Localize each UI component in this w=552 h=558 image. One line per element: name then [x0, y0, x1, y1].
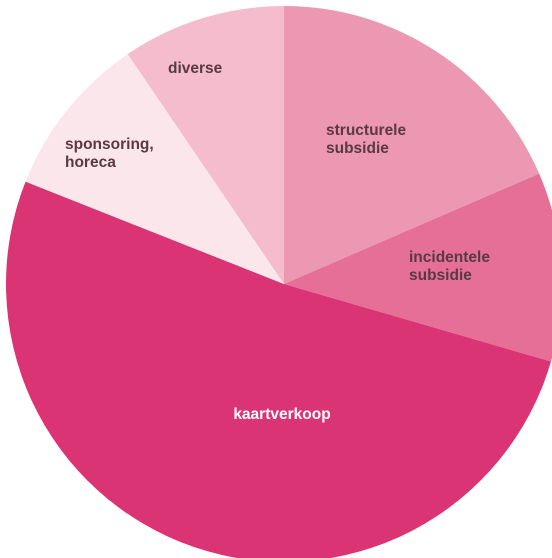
slice-structurele-subsidie: [284, 5, 540, 284]
label-sponsoring-horeca: sponsoring, horeca: [65, 136, 154, 171]
slice-kaartverkoop: [6, 181, 551, 558]
label-incidentele-subsidie: incidentele subsidie: [409, 249, 490, 284]
slice-incidentele-subsidie: [284, 173, 552, 362]
label-structurele-subsidie: structurele subsidie: [326, 122, 406, 157]
slice-diverse: [127, 5, 285, 284]
slice-sponsoring-horeca: [25, 54, 285, 284]
label-kaartverkoop: kaartverkoop: [233, 406, 330, 423]
pie-labels: structurele subsidie incidentele subsidie ka…: [65, 60, 490, 423]
pie-slices: [6, 5, 552, 558]
label-diverse: diverse: [168, 60, 223, 77]
